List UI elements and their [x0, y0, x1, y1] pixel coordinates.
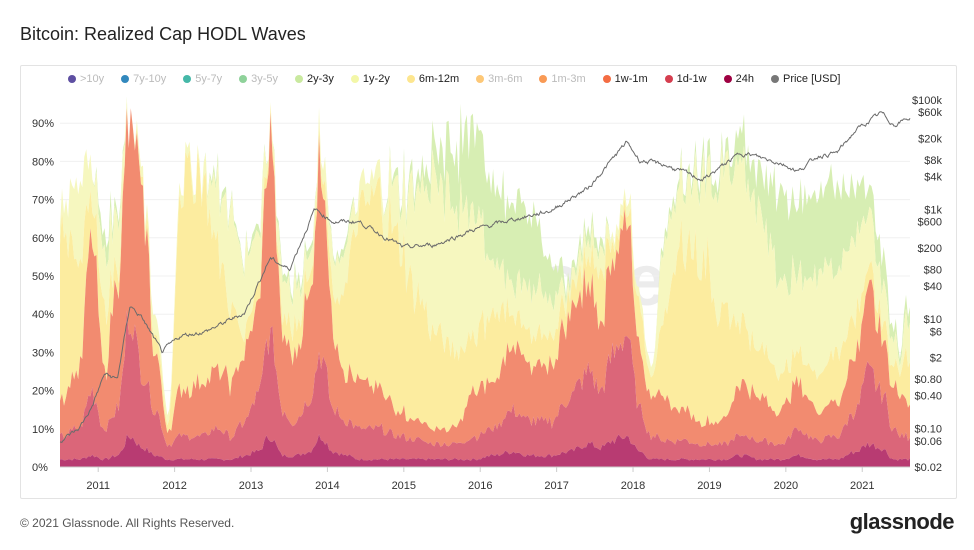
- y-tick-label: 60%: [32, 233, 54, 245]
- y-tick-label: 30%: [32, 347, 54, 359]
- legend-label: 6m-12m: [418, 73, 460, 85]
- area-series-1y-2y: [60, 97, 910, 426]
- legend-item-1d-1w[interactable]: 1d-1w: [664, 73, 707, 85]
- y-tick-label: 90%: [32, 118, 54, 130]
- legend-dot-icon: [664, 75, 673, 83]
- y-tick-label: 40%: [32, 309, 54, 321]
- price-tick-label: $6: [930, 326, 942, 338]
- legend-dot-icon: [406, 75, 415, 83]
- y-tick-label: 10%: [32, 424, 54, 436]
- legend-dot-icon: [476, 75, 485, 83]
- area-series-6m-12m: [60, 105, 910, 434]
- area-series-1d-1w: [60, 310, 910, 461]
- legend-dot-icon: [68, 75, 76, 83]
- copyright: © 2021 Glassnode. All Rights Reserved.: [20, 516, 235, 530]
- legend: >10y 7y-10y 5y-7y 3y-5y 2y-3y 1y-2y 6m-12m 3m-6…: [68, 73, 857, 85]
- legend-item--10y[interactable]: >10y: [68, 73, 104, 85]
- legend-dot-icon: [350, 75, 359, 83]
- x-tick-label: 2011: [86, 480, 110, 492]
- x-tick-label: 2016: [468, 480, 492, 492]
- legend-dot-icon: [239, 75, 248, 83]
- price-tick-label: $60k: [918, 107, 942, 119]
- legend-dot-icon: [539, 75, 548, 83]
- price-tick-label: $80: [924, 265, 942, 277]
- x-tick-label: 2019: [697, 480, 721, 492]
- price-tick-label: $20k: [918, 133, 942, 145]
- glassnode-logo: glassnode: [849, 509, 955, 534]
- legend-item-2y-3y[interactable]: 2y-3y: [295, 73, 334, 85]
- price-tick-label: $10: [924, 314, 942, 326]
- price-tick-label: $0.06: [914, 436, 942, 448]
- price-line: [59, 111, 911, 443]
- legend-item-5y-7y[interactable]: 5y-7y: [183, 73, 222, 85]
- legend-dot-icon: [770, 75, 779, 83]
- legend-item-6m-12m[interactable]: 6m-12m: [406, 73, 460, 85]
- legend-label: 1w-1m: [614, 73, 648, 85]
- x-tick-label: 2012: [162, 480, 186, 492]
- legend-dot-icon: [295, 75, 304, 83]
- x-tick-label: 2021: [850, 480, 874, 492]
- x-tick-label: 2013: [239, 480, 263, 492]
- legend-label: 1y-2y: [362, 73, 390, 85]
- legend-item-1y-2y[interactable]: 1y-2y: [350, 73, 390, 85]
- x-tick-label: 2017: [544, 480, 568, 492]
- legend-label: 1m-3m: [551, 73, 586, 85]
- x-tick-label: 2018: [621, 480, 645, 492]
- legend-dot-icon: [121, 75, 130, 83]
- legend-label: 3m-6m: [488, 73, 523, 85]
- legend-label: >10y: [80, 73, 105, 85]
- legend-dot-icon: [602, 75, 611, 83]
- legend-item-24h[interactable]: 24h: [723, 73, 754, 85]
- legend-dot-icon: [183, 75, 192, 83]
- legend-item-1m-3m[interactable]: 1m-3m: [539, 73, 586, 85]
- price-tick-label: $8k: [924, 155, 942, 167]
- legend-label: Price [USD]: [782, 73, 841, 85]
- price-tick-label: $100k: [912, 95, 942, 107]
- price-tick-label: $1k: [924, 205, 942, 217]
- legend-label: 3y-5y: [251, 73, 279, 85]
- y-tick-label: 70%: [32, 195, 54, 207]
- price-tick-label: $0.80: [914, 374, 942, 386]
- price-tick-label: $4k: [924, 172, 942, 184]
- legend-dot-icon: [723, 75, 732, 83]
- price-tick-label: $40: [924, 281, 942, 293]
- area-series-2y-3y: [60, 96, 910, 416]
- price-tick-label: $600: [918, 217, 942, 229]
- legend-item-3m-6m[interactable]: 3m-6m: [476, 73, 522, 85]
- legend-label: 24h: [735, 73, 754, 85]
- legend-item-7y-10y[interactable]: 7y-10y: [121, 73, 166, 85]
- legend-item-3y-5y[interactable]: 3y-5y: [239, 73, 278, 85]
- legend-label: 5y-7y: [195, 73, 223, 85]
- price-tick-label: $2: [930, 352, 942, 364]
- legend-label: 1d-1w: [676, 73, 707, 85]
- x-tick-label: 2015: [392, 480, 416, 492]
- x-tick-label: 2020: [774, 480, 798, 492]
- price-tick-label: $200: [918, 243, 942, 255]
- price-tick-label: $0.10: [914, 424, 942, 436]
- x-tick-label: 2014: [315, 480, 339, 492]
- y-tick-label: 20%: [32, 386, 54, 398]
- page-title: Bitcoin: Realized Cap HODL Waves: [20, 24, 306, 44]
- chart-card: [20, 65, 957, 499]
- area-series-1w-1m: [60, 108, 910, 447]
- y-tick-label: 50%: [32, 271, 54, 283]
- price-tick-label: $0.40: [914, 391, 942, 403]
- legend-label: 2y-3y: [307, 73, 334, 85]
- y-tick-label: 0%: [32, 462, 48, 474]
- legend-label: 7y-10y: [133, 73, 167, 85]
- y-tick-label: 80%: [32, 156, 54, 168]
- area-series-24h: [60, 434, 910, 467]
- price-tick-label: $0.02: [914, 462, 942, 474]
- legend-item-price-usd-[interactable]: Price [USD]: [770, 73, 841, 85]
- legend-item-1w-1m[interactable]: 1w-1m: [602, 73, 648, 85]
